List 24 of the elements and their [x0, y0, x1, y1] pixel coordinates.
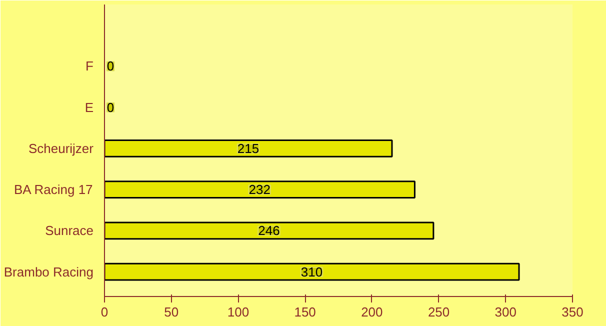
bar [104, 222, 434, 240]
x-tick-label: 350 [562, 304, 584, 320]
bar [104, 139, 393, 158]
y-tick-label: BA Racing 17 [14, 182, 93, 198]
y-tick-label: Scheurijzer [28, 140, 94, 156]
bar [104, 180, 416, 199]
data-label: 232 [248, 182, 270, 198]
x-tick-label: 150 [294, 304, 316, 320]
y-tick-label: E [84, 100, 94, 115]
bar [104, 262, 520, 281]
data-label: 0 [106, 58, 114, 74]
x-tick-label: 300 [494, 304, 516, 320]
y-tick-label: Brambo Racing [4, 264, 94, 280]
x-tick-label: 200 [361, 304, 383, 320]
y-tick-label: Sunrace [45, 223, 94, 238]
y-tick-label: F [86, 58, 94, 74]
x-tick-label: 50 [164, 304, 179, 320]
data-label: 215 [237, 140, 260, 156]
x-tick-label: 100 [227, 304, 250, 320]
x-tick-label: 250 [428, 304, 450, 320]
x-tick-label: 0 [100, 304, 108, 320]
data-label: 310 [300, 264, 323, 280]
data-label: 0 [106, 100, 114, 115]
data-label: 246 [258, 223, 280, 238]
